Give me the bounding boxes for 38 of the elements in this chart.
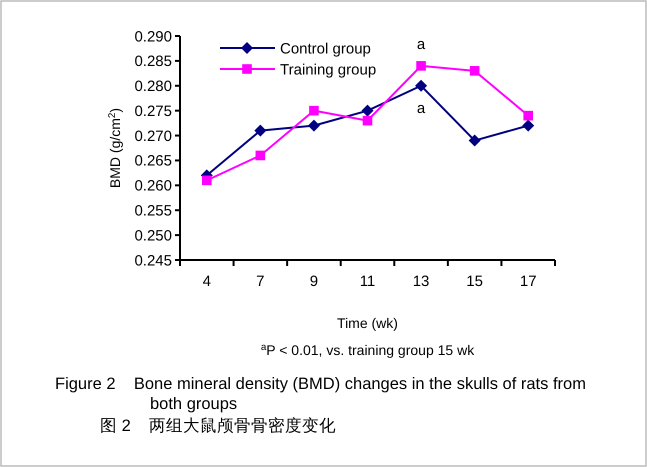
y-tick-label: 0.260 <box>134 178 172 195</box>
x-tick-label: 9 <box>310 273 318 290</box>
legend-label: Control group <box>280 40 371 58</box>
x-tick-label: 4 <box>202 273 211 290</box>
point <box>416 61 426 71</box>
y-tick-label: 0.270 <box>134 128 172 145</box>
point <box>256 150 266 160</box>
point <box>362 104 374 117</box>
x-tick-label: 7 <box>256 273 265 290</box>
point <box>308 120 320 132</box>
point <box>523 110 534 120</box>
y-tick-label: 0.290 <box>134 28 172 46</box>
x-tick-label: 11 <box>360 273 376 290</box>
point <box>254 124 266 137</box>
y-tick-label: 0.255 <box>134 202 172 220</box>
y-tick-label: 0.275 <box>134 102 172 120</box>
point <box>470 66 480 76</box>
caption: 图 2 两组大鼠颅骨骨密度变化 <box>100 416 336 435</box>
x-tick-label: 13 <box>412 273 430 290</box>
point <box>468 134 481 147</box>
point <box>309 106 319 116</box>
point <box>202 176 212 186</box>
point <box>522 120 534 132</box>
caption: Figure 2 Bone mineral density (BMD) changes in the skulls of rats from both groups <box>55 375 586 413</box>
annotation: a <box>416 100 426 118</box>
y-tick-label: 0.265 <box>134 152 172 170</box>
y-tick-label: 0.280 <box>134 78 172 96</box>
y-tick-label: 0.285 <box>134 53 172 70</box>
y-tick-label: 0.245 <box>134 252 172 270</box>
point <box>415 80 428 92</box>
x-tick-label: 15 <box>466 273 483 290</box>
legend-label: Training group <box>280 61 376 78</box>
x-tick-label: 17 <box>520 273 537 290</box>
point <box>362 116 372 126</box>
text: $^{a}$P < 0.01, vs. training group 15 wk <box>260 342 476 358</box>
y-tick-label: 0.250 <box>134 227 172 244</box>
x-axis-title: Time (wk) <box>337 315 398 331</box>
annotation: a <box>416 36 426 54</box>
